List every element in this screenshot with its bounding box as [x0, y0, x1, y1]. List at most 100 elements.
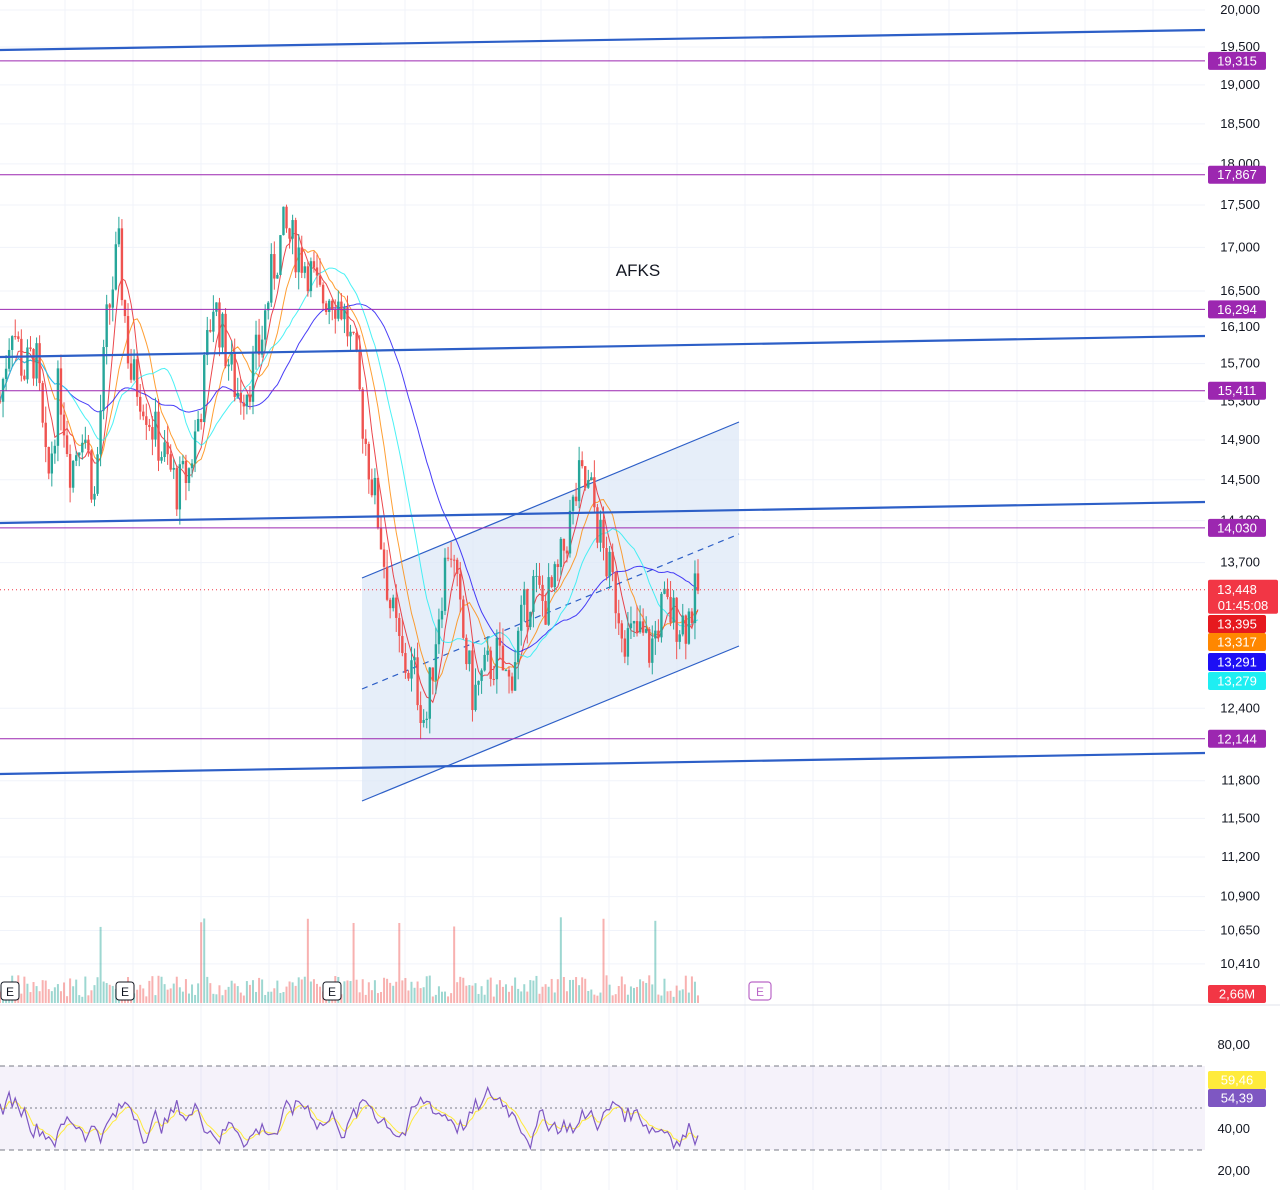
- candle[interactable]: [577, 460, 581, 502]
- candle[interactable]: [660, 593, 663, 638]
- candle[interactable]: [0, 401, 2, 403]
- candle[interactable]: [352, 331, 355, 333]
- candle[interactable]: [23, 375, 26, 380]
- candle[interactable]: [431, 667, 435, 681]
- candle[interactable]: [510, 676, 514, 691]
- candle[interactable]: [300, 247, 303, 273]
- candle[interactable]: [135, 359, 139, 397]
- candle[interactable]: [160, 457, 163, 461]
- candle[interactable]: [364, 438, 367, 444]
- earnings-marker[interactable]: [322, 981, 342, 1001]
- candle[interactable]: [285, 206, 288, 229]
- candle[interactable]: [151, 427, 154, 440]
- candle[interactable]: [696, 573, 700, 591]
- candle[interactable]: [379, 527, 383, 550]
- candle[interactable]: [638, 621, 642, 633]
- candle[interactable]: [388, 599, 392, 609]
- candle[interactable]: [446, 557, 450, 559]
- candle[interactable]: [425, 718, 428, 721]
- candle[interactable]: [452, 559, 456, 561]
- candle[interactable]: [401, 635, 404, 653]
- candle[interactable]: [123, 300, 127, 317]
- candle[interactable]: [373, 477, 377, 496]
- candle[interactable]: [358, 351, 361, 390]
- candle[interactable]: [56, 368, 60, 446]
- candle[interactable]: [599, 519, 602, 543]
- candle[interactable]: [53, 445, 57, 454]
- candle[interactable]: [541, 584, 544, 601]
- candle[interactable]: [303, 266, 307, 273]
- candle[interactable]: [87, 439, 90, 451]
- candle[interactable]: [114, 244, 118, 290]
- candle[interactable]: [690, 611, 694, 624]
- candle[interactable]: [620, 623, 623, 639]
- candle[interactable]: [574, 496, 578, 502]
- candle[interactable]: [169, 454, 172, 470]
- candle[interactable]: [245, 394, 249, 407]
- candle[interactable]: [148, 424, 151, 428]
- candle[interactable]: [81, 442, 84, 453]
- candle[interactable]: [675, 597, 678, 642]
- candle[interactable]: [513, 662, 517, 691]
- candle[interactable]: [611, 551, 614, 573]
- candle[interactable]: [547, 577, 550, 625]
- candle[interactable]: [535, 575, 538, 577]
- candle[interactable]: [334, 309, 337, 319]
- candle[interactable]: [449, 558, 453, 560]
- candle[interactable]: [343, 307, 346, 320]
- candle[interactable]: [199, 418, 203, 423]
- candle[interactable]: [50, 453, 54, 474]
- candle[interactable]: [443, 557, 447, 611]
- candle[interactable]: [370, 479, 374, 496]
- candle[interactable]: [644, 629, 648, 633]
- candle[interactable]: [428, 667, 431, 719]
- candle[interactable]: [318, 275, 322, 285]
- earnings-marker[interactable]: [115, 981, 135, 1001]
- candle[interactable]: [523, 589, 526, 605]
- candle[interactable]: [666, 588, 669, 597]
- candle[interactable]: [593, 477, 596, 508]
- candle[interactable]: [145, 416, 148, 425]
- candle[interactable]: [276, 274, 279, 279]
- candle[interactable]: [474, 684, 477, 711]
- candle[interactable]: [468, 650, 471, 665]
- candle[interactable]: [166, 442, 169, 455]
- candle[interactable]: [590, 477, 593, 481]
- candle[interactable]: [556, 564, 559, 568]
- candle[interactable]: [480, 670, 483, 681]
- candle[interactable]: [111, 289, 114, 308]
- candle[interactable]: [398, 617, 401, 636]
- candle[interactable]: [382, 549, 386, 567]
- candle[interactable]: [175, 467, 178, 510]
- candle[interactable]: [184, 460, 188, 483]
- candle[interactable]: [434, 644, 438, 681]
- candle[interactable]: [62, 414, 66, 436]
- candle[interactable]: [206, 330, 209, 356]
- candle[interactable]: [294, 220, 297, 273]
- candle[interactable]: [178, 464, 182, 510]
- candle[interactable]: [565, 550, 569, 554]
- candle[interactable]: [657, 630, 660, 638]
- candle[interactable]: [532, 576, 535, 612]
- candle[interactable]: [410, 660, 413, 679]
- candle[interactable]: [672, 597, 675, 623]
- candle[interactable]: [471, 650, 474, 711]
- candle[interactable]: [190, 463, 194, 469]
- candle[interactable]: [544, 600, 547, 625]
- candle[interactable]: [84, 439, 87, 443]
- candle[interactable]: [483, 654, 486, 671]
- candle[interactable]: [17, 336, 20, 339]
- candle[interactable]: [361, 389, 364, 439]
- candle[interactable]: [331, 300, 334, 310]
- candle[interactable]: [142, 411, 145, 417]
- candle[interactable]: [623, 638, 627, 657]
- candle[interactable]: [102, 347, 105, 411]
- candle[interactable]: [693, 573, 697, 624]
- candle[interactable]: [44, 422, 47, 448]
- candle[interactable]: [96, 454, 99, 494]
- candle[interactable]: [456, 559, 459, 574]
- candle[interactable]: [553, 564, 556, 588]
- candle[interactable]: [157, 411, 160, 461]
- candle[interactable]: [507, 670, 511, 677]
- candle[interactable]: [407, 672, 410, 679]
